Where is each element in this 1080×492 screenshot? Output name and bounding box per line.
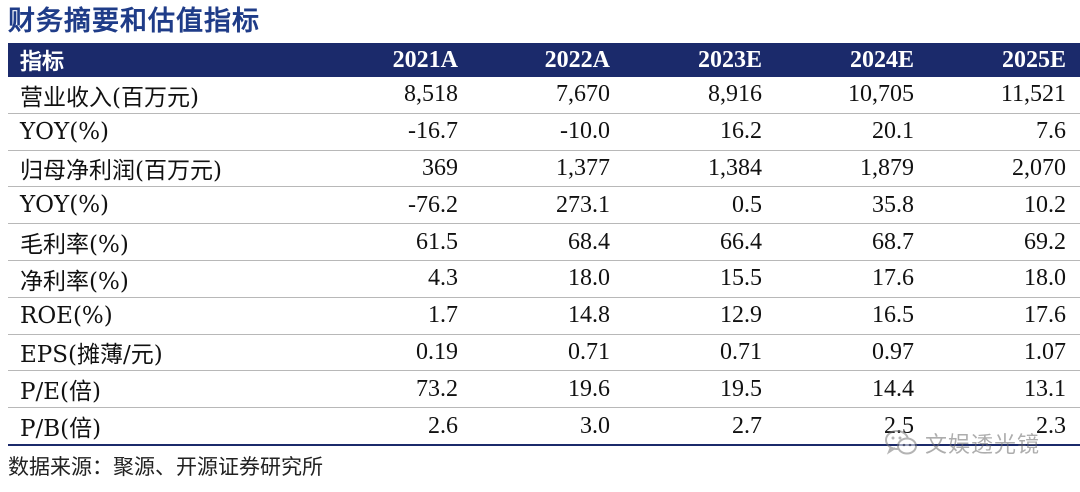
column-header: 2021A <box>320 43 472 77</box>
table-cell: 7,670 <box>472 77 624 114</box>
row-label: 毛利率(%) <box>8 223 320 261</box>
table-cell: 3.0 <box>472 407 624 446</box>
table-row: 营业收入(百万元) 8,518 7,670 8,916 10,705 11,521 <box>8 77 1080 114</box>
table-row: YOY(%) -16.7 -10.0 16.2 20.1 7.6 <box>8 113 1080 151</box>
table-cell: 273.1 <box>472 186 624 225</box>
column-header: 2024E <box>776 43 928 77</box>
column-header: 2025E <box>928 43 1080 77</box>
table-cell: 68.7 <box>776 223 928 261</box>
column-header: 指标 <box>8 43 320 77</box>
table-row: EPS(摊薄/元) 0.19 0.71 0.71 0.97 1.07 <box>8 334 1080 372</box>
table-row: ROE(%) 1.7 14.8 12.9 16.5 17.6 <box>8 297 1080 335</box>
watermark: 文娱透光镜 <box>884 426 1040 460</box>
table-cell: 2.7 <box>624 407 776 446</box>
table-cell: 1.07 <box>928 334 1080 372</box>
table-cell: 0.19 <box>320 334 472 372</box>
table-cell: 73.2 <box>320 370 472 409</box>
row-label: 归母净利润(百万元) <box>8 150 320 188</box>
table-cell: 13.1 <box>928 370 1080 409</box>
source-note: 数据来源：聚源、开源证券研究所 <box>8 455 323 479</box>
table-header-row: 指标 2021A 2022A 2023E 2024E 2025E <box>8 43 1080 77</box>
table-cell: 17.6 <box>928 297 1080 335</box>
table-cell: 14.8 <box>472 297 624 335</box>
row-label: YOY(%) <box>8 186 320 225</box>
row-label: 营业收入(百万元) <box>8 77 320 114</box>
table-cell: 16.2 <box>624 113 776 151</box>
table-cell: 8,518 <box>320 77 472 114</box>
table-cell: 11,521 <box>928 77 1080 114</box>
row-label: P/B(倍) <box>8 407 320 446</box>
table-cell: 15.5 <box>624 260 776 298</box>
table-cell: 19.5 <box>624 370 776 409</box>
table-cell: -76.2 <box>320 186 472 225</box>
table-cell: 18.0 <box>472 260 624 298</box>
table-cell: 35.8 <box>776 186 928 225</box>
table-row: 净利率(%) 4.3 18.0 15.5 17.6 18.0 <box>8 260 1080 298</box>
table-cell: 0.97 <box>776 334 928 372</box>
table-cell: 0.5 <box>624 186 776 225</box>
table-cell: 19.6 <box>472 370 624 409</box>
table-cell: 4.3 <box>320 260 472 298</box>
table-cell: 1,384 <box>624 150 776 188</box>
row-label: YOY(%) <box>8 113 320 151</box>
table-cell: 66.4 <box>624 223 776 261</box>
table-cell: -16.7 <box>320 113 472 151</box>
table-cell: 1,377 <box>472 150 624 188</box>
table-cell: 68.4 <box>472 223 624 261</box>
table-row: 毛利率(%) 61.5 68.4 66.4 68.7 69.2 <box>8 223 1080 261</box>
table-cell: 1,879 <box>776 150 928 188</box>
row-label: P/E(倍) <box>8 370 320 409</box>
table-row: P/B(倍) 2.6 3.0 2.7 2.5 2.3 <box>8 407 1080 446</box>
table-row: YOY(%) -76.2 273.1 0.5 35.8 10.2 <box>8 186 1080 225</box>
table-cell: 69.2 <box>928 223 1080 261</box>
table-cell: 2.3 <box>928 407 1080 446</box>
column-header: 2022A <box>472 43 624 77</box>
table-cell: 7.6 <box>928 113 1080 151</box>
watermark-text: 文娱透光镜 <box>924 433 1040 458</box>
financial-table: 指标 2021A 2022A 2023E 2024E 2025E 营业收入(百万… <box>8 43 1080 446</box>
table-cell: 0.71 <box>472 334 624 372</box>
table-cell: 10,705 <box>776 77 928 114</box>
table-cell: 14.4 <box>776 370 928 409</box>
table-row: 归母净利润(百万元) 369 1,377 1,384 1,879 2,070 <box>8 150 1080 188</box>
table-cell: 20.1 <box>776 113 928 151</box>
table-cell: 2,070 <box>928 150 1080 188</box>
table-cell: 17.6 <box>776 260 928 298</box>
row-label: ROE(%) <box>8 297 320 335</box>
table-row: P/E(倍) 73.2 19.6 19.5 14.4 13.1 <box>8 370 1080 409</box>
table-cell: 12.9 <box>624 297 776 335</box>
column-header: 2023E <box>624 43 776 77</box>
table-cell: 16.5 <box>776 297 928 335</box>
table-cell: 0.71 <box>624 334 776 372</box>
wechat-icon <box>884 430 917 455</box>
table-cell: 369 <box>320 150 472 188</box>
table-cell: 61.5 <box>320 223 472 261</box>
row-label: 净利率(%) <box>8 260 320 298</box>
page-title: 财务摘要和估值指标 <box>8 6 260 37</box>
table-cell: 18.0 <box>928 260 1080 298</box>
table-cell: -10.0 <box>472 113 624 151</box>
table-cell: 8,916 <box>624 77 776 114</box>
row-label: EPS(摊薄/元) <box>8 334 320 372</box>
table-cell: 1.7 <box>320 297 472 335</box>
table-cell: 10.2 <box>928 186 1080 225</box>
table-cell: 2.6 <box>320 407 472 446</box>
